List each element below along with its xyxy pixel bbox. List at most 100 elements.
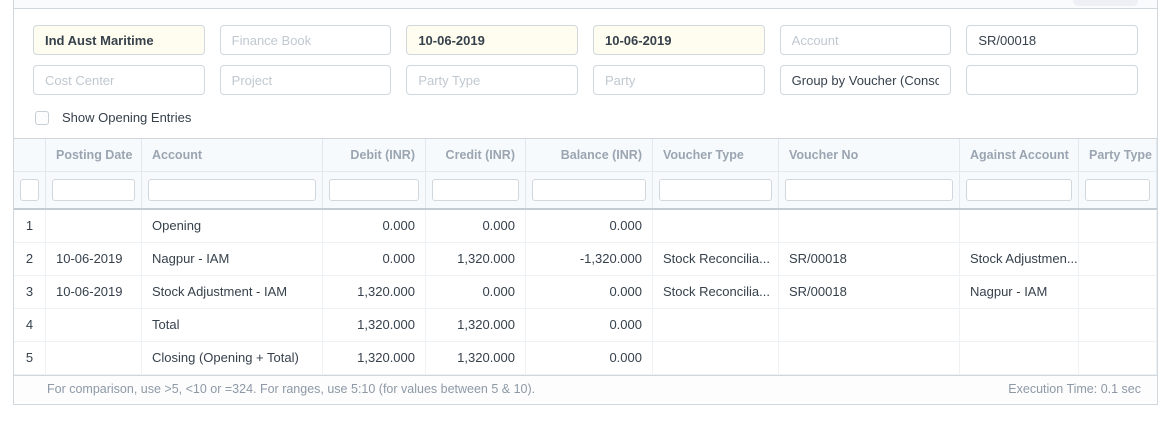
execution-time: Execution Time: 0.1 sec [1008, 382, 1141, 396]
filter-company-input[interactable] [33, 25, 205, 55]
filter-from-date-input[interactable] [406, 25, 578, 55]
cell-row-index[interactable]: 4 [14, 309, 46, 342]
filter-party-type-input[interactable] [406, 65, 578, 95]
table-row: 4 Total 1,320.000 1,320.000 0.000 [14, 309, 1157, 342]
cell-voucher-no[interactable] [779, 309, 960, 342]
column-header-account[interactable]: Account [142, 139, 323, 172]
show-opening-entries-checkbox[interactable] [35, 110, 49, 125]
cell-account[interactable]: Closing (Opening + Total) [142, 342, 323, 375]
cell-credit-inr[interactable]: 1,320.000 [426, 309, 526, 342]
toolbar-button-partial[interactable] [1073, 0, 1138, 6]
cell-credit-inr[interactable]: 0.000 [426, 276, 526, 309]
cell-voucher-no[interactable]: SR/00018 [779, 276, 960, 309]
show-opening-entries-label: Show Opening Entries [62, 110, 192, 125]
cell-party-type[interactable] [1079, 210, 1157, 243]
cell-row-index[interactable]: 5 [14, 342, 46, 375]
cell-row-index[interactable]: 2 [14, 243, 46, 276]
cell-account[interactable]: Total [142, 309, 323, 342]
filter-extra-input[interactable] [966, 65, 1138, 95]
filter-section [14, 9, 1157, 95]
cell-against-account[interactable] [960, 210, 1079, 243]
cell-against-account[interactable]: Stock Adjustmen... [960, 243, 1079, 276]
comparison-hint: For comparison, use >5, <10 or =324. For… [47, 382, 536, 396]
cell-debit-inr[interactable]: 0.000 [323, 243, 426, 276]
column-filter-voucher-type-input[interactable] [659, 179, 772, 201]
cell-account[interactable]: Stock Adjustment - IAM [142, 276, 323, 309]
column-filter-account-input[interactable] [148, 179, 316, 201]
table-header-separator [14, 208, 1157, 210]
filter-to-date-input[interactable] [593, 25, 765, 55]
column-filter-posting-date-input[interactable] [52, 179, 135, 201]
cell-posting-date[interactable]: 10-06-2019 [46, 243, 142, 276]
cell-against-account[interactable]: Nagpur - IAM [960, 276, 1079, 309]
cell-balance-inr[interactable]: 0.000 [526, 342, 653, 375]
column-header-posting-date[interactable]: Posting Date [46, 139, 142, 172]
column-filter-cell-voucher-no [779, 172, 960, 208]
cell-voucher-type[interactable] [653, 210, 779, 243]
cell-party-type[interactable] [1079, 309, 1157, 342]
cell-against-account[interactable] [960, 309, 1079, 342]
column-header-row-index[interactable] [14, 139, 46, 172]
cell-party-type[interactable] [1079, 243, 1157, 276]
cell-voucher-type[interactable]: Stock Reconcilia... [653, 243, 779, 276]
cell-row-index[interactable]: 3 [14, 276, 46, 309]
cell-debit-inr[interactable]: 1,320.000 [323, 276, 426, 309]
column-filter-cell-voucher-type [653, 172, 779, 208]
cell-voucher-type[interactable] [653, 342, 779, 375]
filter-voucher-no-input[interactable] [966, 25, 1138, 55]
column-filter-against-account-input[interactable] [966, 179, 1072, 201]
cell-voucher-no[interactable] [779, 342, 960, 375]
cell-posting-date[interactable] [46, 309, 142, 342]
cell-credit-inr[interactable]: 0.000 [426, 210, 526, 243]
cell-credit-inr[interactable]: 1,320.000 [426, 342, 526, 375]
column-filter-party-type-input[interactable] [1085, 179, 1150, 201]
page-head-divider [14, 0, 1157, 9]
cell-debit-inr[interactable]: 1,320.000 [323, 342, 426, 375]
cell-account[interactable]: Nagpur - IAM [142, 243, 323, 276]
column-header-voucher-no[interactable]: Voucher No [779, 139, 960, 172]
cell-posting-date[interactable] [46, 210, 142, 243]
column-header-debit-inr[interactable]: Debit (INR) [323, 139, 426, 172]
column-header-party-type[interactable]: Party Type [1079, 139, 1157, 172]
cell-balance-inr[interactable]: 0.000 [526, 309, 653, 342]
column-header-balance-inr[interactable]: Balance (INR) [526, 139, 653, 172]
column-header-against-account[interactable]: Against Account [960, 139, 1079, 172]
filter-cost-center-input[interactable] [33, 65, 205, 95]
column-filter-balance-inr-input[interactable] [532, 179, 646, 201]
cell-account[interactable]: Opening [142, 210, 323, 243]
column-filter-row-index-input[interactable] [20, 179, 39, 201]
cell-voucher-type[interactable] [653, 309, 779, 342]
cell-voucher-no[interactable] [779, 210, 960, 243]
column-filter-debit-inr-input[interactable] [329, 179, 419, 201]
column-filter-voucher-no-input[interactable] [785, 179, 953, 201]
cell-posting-date[interactable] [46, 342, 142, 375]
cell-posting-date[interactable]: 10-06-2019 [46, 276, 142, 309]
cell-debit-inr[interactable]: 1,320.000 [323, 309, 426, 342]
cell-balance-inr[interactable]: -1,320.000 [526, 243, 653, 276]
cell-party-type[interactable] [1079, 276, 1157, 309]
table-row: 5 Closing (Opening + Total) 1,320.000 1,320… [14, 342, 1157, 375]
filter-party-input[interactable] [593, 65, 765, 95]
cell-row-index[interactable]: 1 [14, 210, 46, 243]
table-body: 1 Opening 0.000 0.000 0.000 2 10-06-2019 Nagpur… [14, 210, 1157, 375]
cell-voucher-type[interactable]: Stock Reconcilia... [653, 276, 779, 309]
cell-credit-inr[interactable]: 1,320.000 [426, 243, 526, 276]
filter-finance-book-input[interactable] [219, 25, 392, 55]
table-filter-row [14, 172, 1157, 208]
table-header-row: Posting Date Account Debit (INR) Credit (IN… [14, 139, 1157, 172]
cell-debit-inr[interactable]: 0.000 [323, 210, 426, 243]
column-filter-cell-party-type [1079, 172, 1157, 208]
column-filter-cell-balance-inr [526, 172, 653, 208]
filter-group-by-input[interactable] [779, 65, 952, 95]
cell-against-account[interactable] [960, 342, 1079, 375]
column-filter-credit-inr-input[interactable] [432, 179, 519, 201]
filter-project-input[interactable] [219, 65, 392, 95]
cell-party-type[interactable] [1079, 342, 1157, 375]
cell-voucher-no[interactable]: SR/00018 [779, 243, 960, 276]
cell-balance-inr[interactable]: 0.000 [526, 276, 653, 309]
filter-account-input[interactable] [779, 25, 952, 55]
show-opening-entries-row: Show Opening Entries [35, 110, 1138, 125]
column-header-credit-inr[interactable]: Credit (INR) [426, 139, 526, 172]
column-header-voucher-type[interactable]: Voucher Type [653, 139, 779, 172]
cell-balance-inr[interactable]: 0.000 [526, 210, 653, 243]
